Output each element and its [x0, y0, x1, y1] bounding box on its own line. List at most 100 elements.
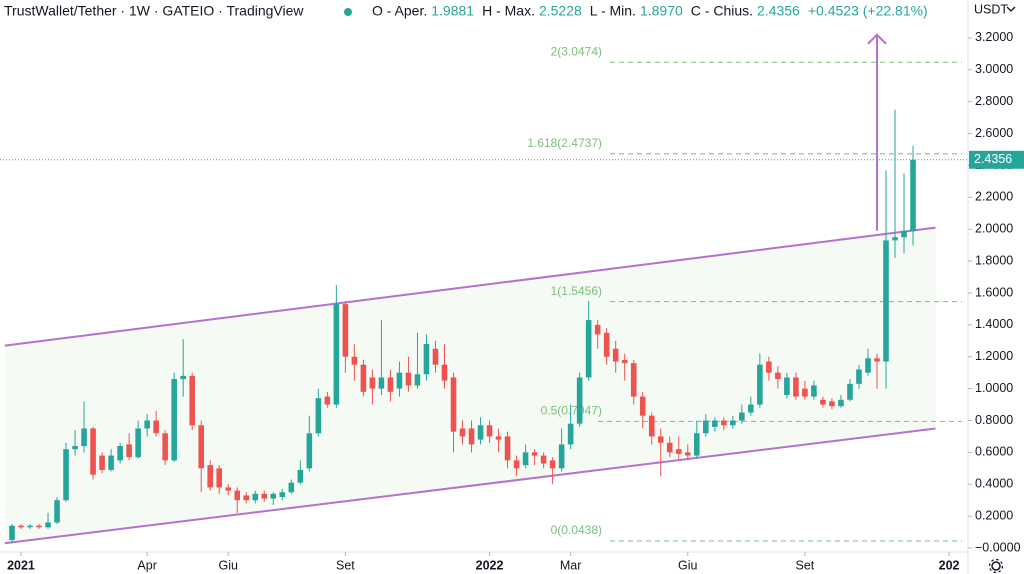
- currency-dropdown[interactable]: [1006, 6, 1016, 12]
- plot-area: 2(3.0474) 1.618(2.4737) 1(1.5456) 0.5(0.794…: [0, 33, 968, 545]
- candle-body: [684, 452, 691, 456]
- candle-body: [18, 525, 24, 528]
- candle-body: [874, 358, 880, 362]
- candle-body: [387, 377, 394, 392]
- candle-body: [504, 436, 511, 461]
- candle-body: [333, 304, 340, 405]
- candle-body: [639, 396, 646, 416]
- y-tick-label: 3.0000: [975, 62, 1013, 76]
- x-tick-label: Apr: [137, 558, 156, 572]
- candle-body: [739, 412, 745, 421]
- candle-body: [910, 159, 916, 232]
- candle-body: [865, 358, 871, 373]
- candle-body: [549, 460, 556, 469]
- candle-body: [757, 364, 763, 405]
- candle-body: [432, 348, 439, 365]
- candle-body: [90, 428, 96, 475]
- candle-body: [126, 444, 132, 458]
- channel-lower: [4, 427, 936, 545]
- high: 2.5228: [539, 3, 582, 19]
- candle-body: [712, 420, 718, 427]
- candle-body: [405, 372, 412, 386]
- candle-body: [216, 468, 223, 488]
- y-tick-label: 1.0000: [975, 381, 1013, 395]
- x-tick-label: 2022: [476, 558, 504, 572]
- candle-body: [468, 428, 475, 445]
- candle-body: [558, 444, 565, 469]
- candle-body: [522, 452, 529, 466]
- candle-body: [135, 428, 141, 458]
- fib-label: 2(3.0474): [551, 44, 602, 58]
- open-label: O - Aper.: [372, 3, 427, 19]
- y-tick-label: 1.4000: [975, 317, 1013, 331]
- y-tick-label: 0.4000: [975, 477, 1013, 491]
- currency-label: USDT: [974, 2, 1008, 16]
- y-tick-label: 0.8000: [975, 413, 1013, 427]
- fib-label: 1(1.5456): [551, 284, 602, 298]
- candle-body: [81, 428, 87, 446]
- candle-body: [703, 420, 709, 434]
- candle-body: [369, 377, 376, 389]
- candle-body: [775, 372, 781, 380]
- candle-body: [324, 396, 331, 405]
- fib-label: 0(0.0438): [551, 523, 602, 537]
- gear-teeth[interactable]: [988, 558, 1004, 574]
- candle-body: [99, 455, 105, 470]
- candle-body: [829, 401, 835, 407]
- channel-upper: [4, 226, 936, 347]
- candle-body: [847, 383, 853, 400]
- candle-body: [396, 372, 403, 389]
- low-label: L - Min.: [590, 3, 636, 19]
- candle-body: [153, 420, 159, 434]
- x-tick-label: Giu: [219, 558, 239, 572]
- candle-body: [766, 361, 772, 373]
- gear-ring[interactable]: [991, 561, 1001, 571]
- candle-body: [261, 493, 268, 499]
- candle-body: [288, 482, 295, 493]
- candle-body: [279, 492, 286, 498]
- y-tick-label: 2.8000: [975, 94, 1013, 108]
- y-tick-label: 2.2000: [975, 190, 1013, 204]
- x-tick-label: 202: [939, 558, 960, 572]
- candle-body: [838, 399, 844, 407]
- candle-body: [252, 493, 259, 501]
- candle-body: [72, 445, 78, 450]
- candle-body: [666, 442, 673, 453]
- arrow-head: [867, 33, 887, 45]
- candle-body: [675, 449, 682, 454]
- y-tick-label: 3.2000: [975, 30, 1013, 44]
- candle-body: [648, 415, 655, 437]
- candle-body: [45, 522, 51, 528]
- candle-body: [171, 379, 177, 461]
- x-tick-label: 2021: [7, 558, 35, 572]
- fib-label: 0.5(0.7947): [541, 404, 602, 418]
- candle-body: [234, 490, 241, 501]
- y-tick-label: −0.0000: [975, 540, 1021, 554]
- settings-icon[interactable]: [988, 558, 1004, 574]
- x-tick-label: Set: [796, 558, 815, 572]
- candle-body: [459, 428, 466, 437]
- fib-label: 1.618(2.4737): [527, 136, 602, 150]
- candle-body: [693, 433, 700, 456]
- candle-body: [9, 525, 15, 541]
- y-tick-label: 2.0000: [975, 222, 1013, 236]
- y-tick-label: 1.6000: [975, 285, 1013, 299]
- candle-body: [612, 348, 619, 362]
- candle-body: [811, 385, 817, 397]
- candle-body: [36, 525, 42, 528]
- high-label: H - Max.: [482, 3, 535, 19]
- candle-body: [820, 399, 826, 405]
- close: 2.4356: [757, 3, 800, 19]
- change: +0.4523 (+22.81%): [808, 3, 928, 19]
- low: 1.8970: [640, 3, 683, 19]
- x-tick-label: Mar: [560, 558, 582, 572]
- candle-body: [198, 425, 204, 469]
- candle-body: [883, 240, 889, 362]
- candle-body: [180, 375, 186, 380]
- candle-body: [342, 304, 349, 357]
- candle-body: [486, 425, 493, 437]
- candle-body: [378, 377, 385, 389]
- candle-body: [351, 356, 358, 365]
- candle-body: [748, 404, 754, 413]
